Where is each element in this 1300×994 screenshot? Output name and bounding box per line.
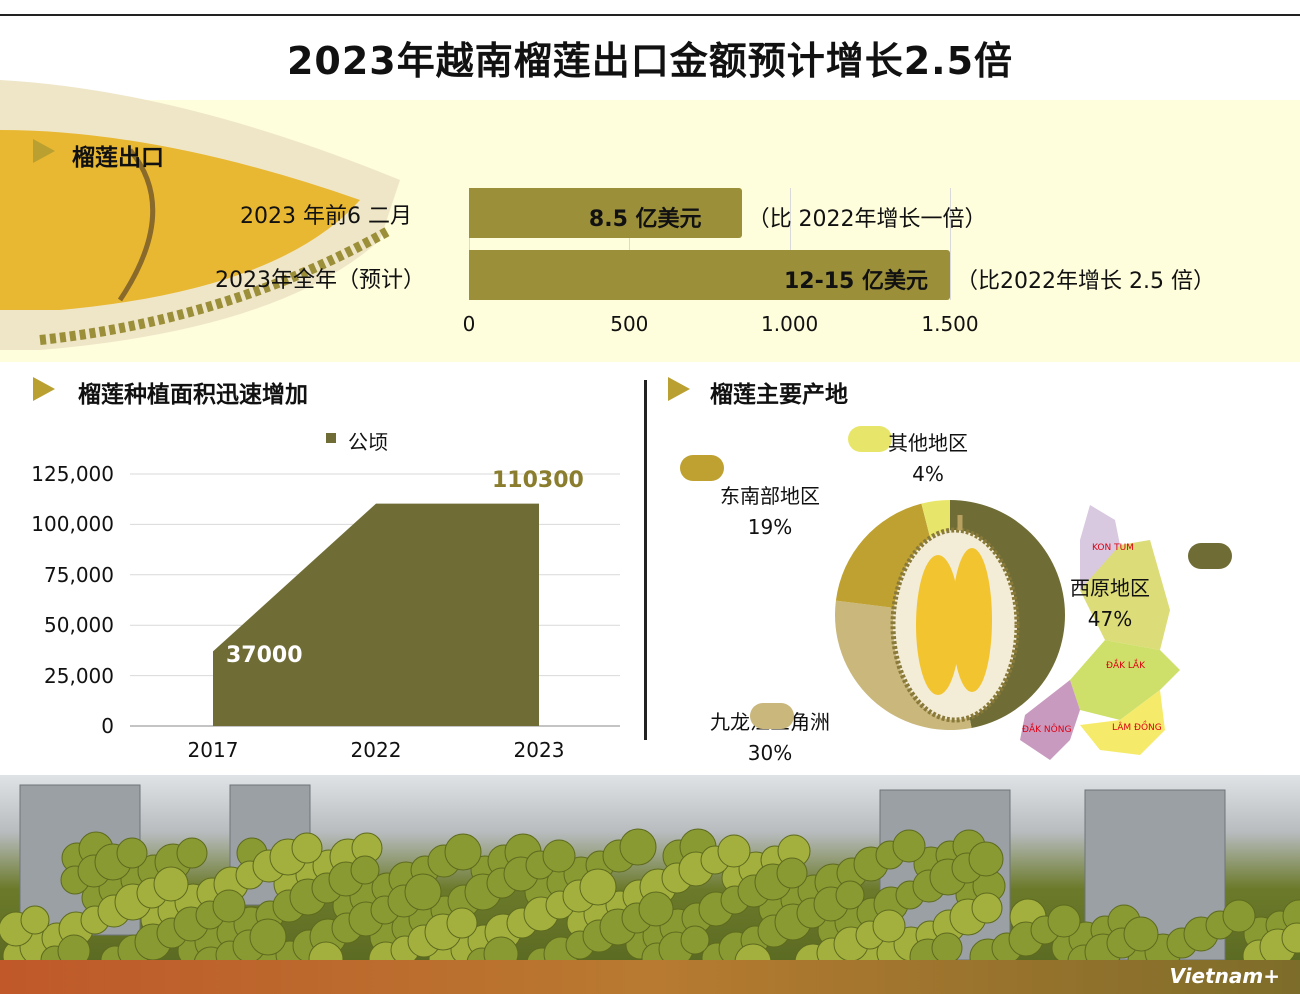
durian-fruit — [872, 909, 906, 943]
durian-fruit — [680, 925, 710, 955]
map-label: LÂM ĐỒNG — [1112, 720, 1162, 733]
legend-pill — [848, 426, 892, 452]
bar-category: 2023 年前6 二月 — [240, 204, 412, 229]
durian-fruit — [971, 892, 1003, 924]
y-tick-label: 50,000 — [44, 613, 114, 638]
durian-fruit — [176, 837, 208, 869]
legend-pill — [750, 703, 794, 729]
x-tick-label: 2022 — [350, 738, 402, 762]
area-chart — [130, 473, 620, 727]
gridline — [629, 188, 631, 300]
y-tick-label: 125,000 — [31, 462, 114, 486]
durian-fruit — [638, 891, 674, 927]
durian-flesh — [916, 555, 960, 695]
durian-fruit — [717, 834, 751, 868]
durian-slice-illustration — [0, 80, 400, 350]
y-tick-label: 75,000 — [44, 562, 114, 587]
map-label: ĐẮK LẮK — [1106, 658, 1146, 671]
durian-fruit — [212, 889, 246, 923]
x-tick-label: 500 — [610, 312, 649, 336]
section-marker-icon — [33, 139, 55, 163]
durian-fruit — [153, 866, 189, 902]
legend-pill — [680, 455, 724, 481]
durian-fruit — [931, 932, 963, 964]
durian-fruit — [446, 907, 478, 939]
durian-fruit — [1281, 922, 1300, 954]
data-label: 37000 — [226, 643, 303, 668]
bar-note: （比2022年增长 2.5 倍） — [956, 269, 1215, 294]
y-tick-label: 25,000 — [44, 663, 114, 688]
durian-fruit — [404, 873, 442, 911]
x-tick-label: 1.000 — [761, 312, 819, 336]
page-title: 2023年越南榴莲出口金额预计增长2.5倍 — [286, 39, 1014, 83]
durian-fruit — [308, 941, 344, 965]
durian-flesh — [952, 548, 992, 692]
durian-fruit — [835, 880, 865, 910]
legend-label: 公顷 — [348, 430, 388, 454]
bar-data-label: 8.5 亿美元 — [588, 207, 702, 232]
durian-fruit — [350, 855, 380, 885]
pie-section-title: 榴莲主要产地 — [710, 382, 848, 408]
durian-fruit — [116, 837, 148, 869]
legend-swatch — [326, 433, 336, 443]
y-tick-label: 0 — [101, 714, 114, 738]
durian-fruit — [20, 905, 50, 935]
section-marker-icon — [33, 377, 55, 401]
durian-fruit — [968, 841, 1004, 877]
footer-bar: Vietnam+ — [0, 960, 1300, 994]
durian-fruit — [579, 868, 617, 906]
durian-fruit — [1222, 899, 1256, 933]
bar — [469, 188, 742, 238]
durian-fruit — [542, 839, 576, 873]
durian-fruit — [444, 833, 482, 871]
durian-fruit — [1123, 916, 1159, 952]
durian-fruit — [776, 857, 808, 889]
pie-chart — [835, 500, 1065, 730]
legend-pill — [1188, 543, 1232, 569]
bar-note: （比 2022年增长一倍） — [747, 207, 987, 232]
x-tick-label: 1.500 — [921, 312, 979, 336]
gridline — [789, 188, 791, 300]
central-highlands-map: KON TUM ĐẮK LẮK ĐẮK NÔNG LÂM ĐỒNG — [1020, 505, 1180, 760]
durian-fruit — [483, 936, 519, 965]
divider — [644, 380, 647, 740]
map-label: KON TUM — [1092, 543, 1134, 553]
durian-fruit — [249, 918, 287, 956]
gridline — [469, 188, 470, 300]
durian-fruit — [892, 829, 926, 863]
data-label: 110300 — [492, 468, 584, 493]
bar-category: 2023年全年（预计） — [215, 268, 425, 293]
area-section-title: 榴莲种植面积迅速增加 — [78, 382, 308, 408]
top-rule — [0, 14, 1300, 16]
pie-label: 东南部地区 19% — [720, 484, 820, 539]
section-marker-icon — [668, 377, 690, 401]
gridline — [950, 188, 951, 300]
durian-fruit — [291, 832, 323, 864]
durian-fruit — [57, 934, 91, 965]
durian-fruit — [619, 828, 657, 866]
bar — [469, 250, 950, 300]
x-tick-label: 2023 — [513, 738, 565, 762]
map-label: ĐẮK NÔNG — [1022, 722, 1071, 735]
x-tick-label: 2017 — [187, 738, 239, 762]
durian-warehouse-photo — [0, 775, 1300, 965]
x-tick-label: 0 — [462, 312, 476, 336]
export-section-title: 榴莲出口 — [72, 145, 164, 171]
pie-label: 西原地区 47% — [1070, 576, 1150, 631]
area-series — [213, 503, 539, 726]
pie-label: 其他地区 4% — [888, 431, 968, 486]
bar-data-label: 12-15 亿美元 — [783, 269, 928, 294]
vietnamplus-logo: Vietnam+ — [1169, 964, 1280, 988]
durian-fruit — [1047, 904, 1081, 938]
y-tick-label: 100,000 — [31, 512, 114, 537]
